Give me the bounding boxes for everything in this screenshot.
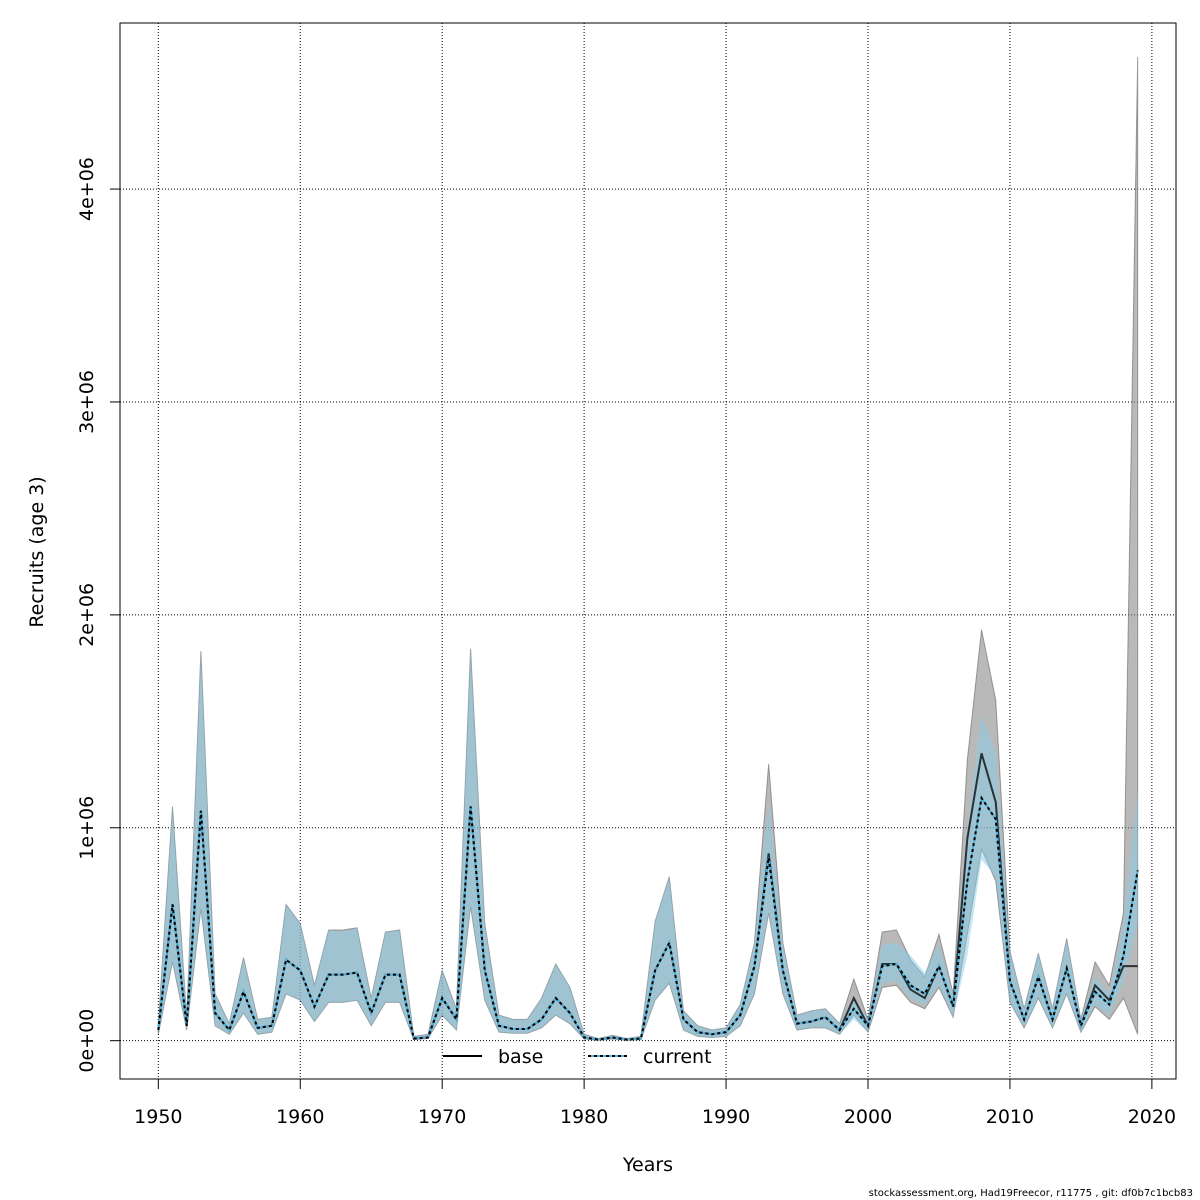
- confidence-bands: [157, 57, 1139, 1041]
- current-line: [157, 795, 1139, 1041]
- footer-credit: stockassessment.org, Had19Freecor, r1177…: [869, 1188, 1193, 1199]
- x-tick-label: 1970: [418, 1106, 466, 1128]
- x-tick-label: 1990: [702, 1106, 750, 1128]
- y-tick-label: 4e+06: [76, 157, 98, 221]
- x-tick-label: 2000: [844, 1106, 892, 1128]
- legend: base current: [443, 1046, 712, 1068]
- x-axis-title: Years: [622, 1154, 673, 1176]
- series-lines: [157, 752, 1139, 1041]
- y-axis: 0e+00 1e+06 2e+06 3e+06 4e+06: [76, 157, 120, 1073]
- x-tick-label: 1950: [134, 1106, 182, 1128]
- y-tick-label: 3e+06: [76, 370, 98, 434]
- legend-base-label: base: [498, 1046, 543, 1068]
- grid: [120, 23, 1176, 1079]
- x-tick-label: 1960: [276, 1106, 324, 1128]
- y-tick-label: 0e+00: [76, 1009, 98, 1073]
- y-tick-label: 2e+06: [76, 583, 98, 647]
- x-tick-label: 1980: [560, 1106, 608, 1128]
- x-axis: 1950 1960 1970 1980 1990 2000 2010 2020: [134, 1079, 1176, 1128]
- x-tick-label: 2020: [1128, 1106, 1176, 1128]
- x-tick-label: 2010: [986, 1106, 1034, 1128]
- legend-current-label: current: [643, 1046, 712, 1068]
- y-axis-title: Recruits (age 3): [26, 476, 48, 627]
- base-confidence-band: [157, 57, 1139, 1041]
- plot-box: [119, 22, 1177, 1080]
- y-tick-label: 1e+06: [76, 796, 98, 860]
